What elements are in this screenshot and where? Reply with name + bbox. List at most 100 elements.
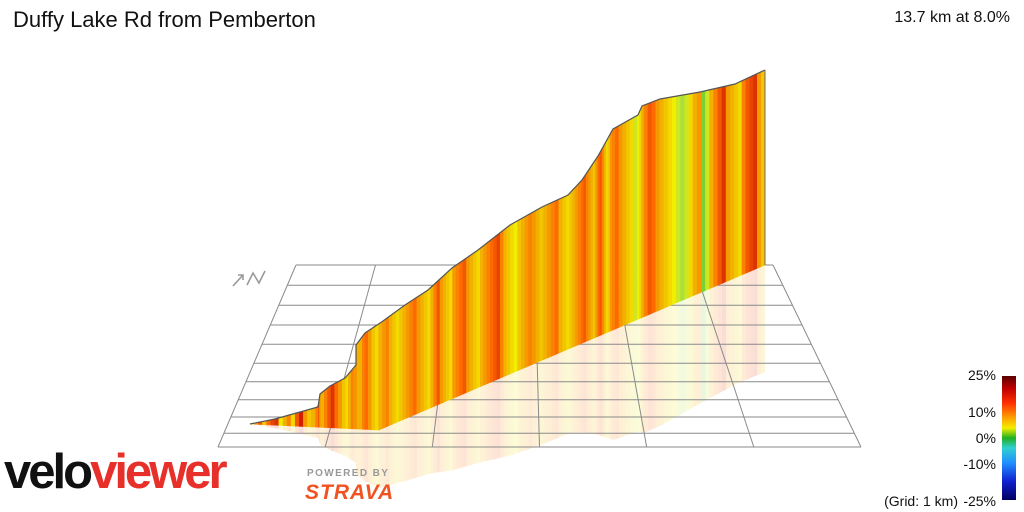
profile-segment — [663, 97, 669, 309]
profile-segment — [493, 234, 498, 382]
legend-label-high: 10% — [967, 404, 996, 420]
profile-reflection-segment — [578, 343, 582, 434]
elevation-profile — [249, 69, 766, 431]
profile-reflection-segment — [406, 416, 410, 481]
profile-top-edge — [249, 69, 766, 425]
profile-segment — [524, 213, 530, 368]
profile-segment — [356, 339, 361, 430]
profile-segment — [483, 242, 488, 386]
profile-reflection-segment — [709, 286, 714, 398]
profile-reflection-segment — [356, 428, 358, 474]
legend-label-min: -25% — [963, 493, 996, 509]
profile-reflection-segment — [753, 268, 758, 377]
profile-segment — [409, 298, 414, 418]
profile-reflection-segment — [430, 406, 434, 474]
profile-segment — [307, 408, 312, 428]
profile-reflection-segment — [539, 359, 544, 446]
profile-segment — [286, 414, 292, 427]
profile-segment — [688, 92, 694, 298]
profile-reflection-segment — [466, 391, 470, 467]
profile-reflection-segment — [590, 338, 594, 435]
profile-reflection-segment — [299, 426, 304, 435]
profile-segment — [378, 320, 383, 431]
profile-reflection-segment — [476, 386, 481, 464]
profile-reflection-segment — [456, 395, 460, 470]
profile-segment — [595, 155, 599, 338]
profile-segment — [433, 281, 438, 407]
profile-segment — [696, 91, 702, 295]
profile-reflection-segment — [409, 415, 414, 480]
profile-reflection-segment — [610, 330, 613, 440]
profile-segment — [651, 100, 657, 314]
profile-segment — [733, 82, 739, 279]
profile-segment — [643, 103, 649, 318]
profile-segment — [311, 407, 316, 428]
profile-segment — [629, 116, 635, 324]
profile-reflection-segment — [575, 344, 579, 434]
profile-reflection-segment — [742, 273, 746, 382]
profile-segment — [374, 323, 380, 431]
profile-segment — [445, 269, 450, 402]
profile-reflection-segment — [602, 333, 604, 437]
profile-reflection-segment — [359, 429, 363, 479]
legend-label-max: 25% — [967, 367, 996, 383]
profile-reflection-segment — [348, 428, 352, 459]
profile-reflection-segment — [496, 378, 501, 459]
profile-reflection-segment — [371, 429, 376, 486]
profile-segment — [583, 172, 587, 343]
profile-reflection-segment — [749, 269, 754, 379]
profile-reflection-segment — [318, 427, 320, 442]
profile-segment — [294, 411, 300, 427]
profile-reflection-segment — [351, 428, 354, 461]
profile-reflection-segment — [562, 349, 567, 437]
profile-reflection-segment — [626, 322, 630, 436]
profile-segment — [395, 308, 400, 424]
profile-reflection-segment — [693, 294, 698, 408]
profile-reflection-segment — [680, 299, 685, 415]
profile-segment — [320, 389, 325, 428]
profile-segment — [539, 205, 544, 362]
profile-reflection-segment — [555, 353, 559, 440]
profile-reflection-segment — [452, 397, 457, 471]
profile-segment — [499, 229, 504, 379]
profile-segment — [717, 86, 723, 286]
profile-segment — [572, 186, 576, 348]
profile-reflection-segment — [651, 311, 656, 430]
profile-segment — [680, 94, 686, 302]
profile-reflection-segment — [295, 426, 300, 434]
profile-segment — [725, 84, 731, 283]
profile-segment — [753, 73, 758, 271]
profile-segment — [402, 303, 407, 421]
profile-reflection-segment — [353, 428, 356, 463]
legend-label-zero: 0% — [975, 430, 996, 446]
profile-reflection-segment — [593, 337, 596, 435]
profile-reflection-segment — [566, 348, 570, 435]
gradient-color-scale — [1002, 376, 1016, 500]
profile-reflection-segment — [615, 327, 619, 440]
reflection-layer — [250, 265, 765, 489]
segment-stats: 13.7 km at 8.0% — [894, 9, 1010, 26]
profile-segment — [721, 85, 727, 284]
profile-reflection-segment — [599, 334, 602, 437]
strava-logo: STRAVA — [305, 481, 395, 504]
profile-reflection-segment — [493, 379, 497, 460]
profile-reflection-segment — [622, 324, 627, 437]
profile-segment — [550, 200, 556, 357]
profile-segment — [676, 95, 681, 304]
profile-segment — [655, 98, 661, 313]
profile-reflection-segment — [459, 394, 463, 469]
profile-reflection-segment — [396, 421, 400, 484]
profile-reflection-segment — [413, 413, 417, 479]
profile-reflection-segment — [463, 392, 467, 468]
profile-segment — [348, 369, 352, 430]
profile-segment — [303, 409, 308, 428]
profile-reflection-segment — [480, 385, 484, 463]
profile-segment — [449, 266, 453, 401]
profile-segment — [290, 412, 296, 427]
profile-reflection-segment — [514, 370, 518, 455]
profile-reflection-segment — [521, 367, 525, 452]
profile-segment — [405, 301, 411, 419]
profile-segment — [667, 96, 673, 307]
profile-segment — [558, 197, 564, 354]
profile-reflection-segment — [338, 428, 343, 454]
